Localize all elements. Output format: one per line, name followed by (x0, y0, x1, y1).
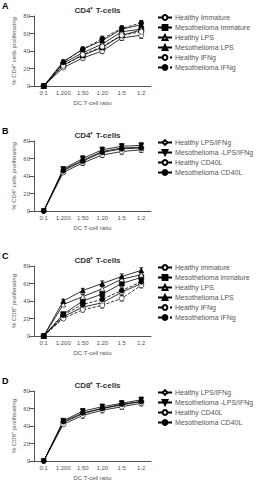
svg-text:20: 20 (23, 191, 30, 197)
svg-text:Mesothelioma -LPS/IFNg: Mesothelioma -LPS/IFNg (175, 399, 253, 407)
svg-text:60: 60 (23, 281, 30, 287)
svg-text:80: 80 (23, 138, 30, 144)
svg-text:0: 0 (27, 208, 31, 214)
svg-text:0:1: 0:1 (40, 340, 49, 346)
svg-text:80: 80 (23, 13, 30, 19)
svg-text:80: 80 (23, 263, 30, 269)
svg-text:Mesothelioma LPS: Mesothelioma LPS (175, 44, 234, 51)
svg-text:Mesothelioma -LPS/IFNg: Mesothelioma -LPS/IFNg (175, 149, 253, 157)
svg-text:Mesothelioma immature: Mesothelioma immature (175, 274, 250, 281)
svg-text:40: 40 (23, 48, 30, 54)
svg-text:Healthy CD40L: Healthy CD40L (175, 159, 223, 167)
svg-text:0: 0 (27, 83, 31, 89)
svg-text:1:200: 1:200 (56, 465, 72, 471)
svg-text:1:50: 1:50 (77, 90, 89, 96)
svg-text:D: D (2, 376, 9, 386)
svg-text:1:50: 1:50 (77, 340, 89, 346)
svg-text:% CD8⁺ proliferating: % CD8⁺ proliferating (11, 274, 17, 328)
svg-text:Healthy IFNg: Healthy IFNg (175, 304, 216, 312)
svg-text:0: 0 (27, 333, 31, 339)
svg-text:Mesothelioma CD40L: Mesothelioma CD40L (175, 419, 242, 426)
svg-text:1:5: 1:5 (118, 465, 127, 471)
svg-text:% CD4⁺ cells proliferating: % CD4⁺ cells proliferating (11, 142, 17, 210)
svg-text:1:5: 1:5 (118, 215, 127, 221)
svg-text:Healthy LPS/IFNg: Healthy LPS/IFNg (175, 139, 231, 147)
svg-text:1:200: 1:200 (56, 340, 72, 346)
svg-text:40: 40 (23, 173, 30, 179)
svg-text:CD4⁺ T-cells: CD4⁺ T-cells (74, 131, 121, 140)
svg-text:0:1: 0:1 (40, 215, 49, 221)
svg-text:A: A (2, 1, 9, 11)
svg-text:1:2: 1:2 (137, 215, 146, 221)
svg-text:1:20: 1:20 (96, 215, 108, 221)
svg-text:Healthy immature: Healthy immature (175, 264, 230, 272)
svg-text:C: C (2, 251, 9, 261)
svg-text:Mesothelioma IFNg: Mesothelioma IFNg (175, 314, 236, 322)
svg-text:DC:T-cell ratio: DC:T-cell ratio (73, 475, 112, 481)
svg-text:DC:T-cell ratio: DC:T-cell ratio (73, 350, 112, 356)
svg-text:1:2: 1:2 (137, 465, 146, 471)
svg-text:60: 60 (23, 406, 30, 412)
svg-text:Healthy LPS/IFNg: Healthy LPS/IFNg (175, 389, 231, 397)
svg-text:1:50: 1:50 (77, 215, 89, 221)
svg-text:20: 20 (23, 316, 30, 322)
svg-text:Healthy IFNg: Healthy IFNg (175, 54, 216, 62)
svg-text:CD8⁺ T-cells: CD8⁺ T-cells (74, 381, 121, 390)
svg-text:60: 60 (23, 156, 30, 162)
svg-text:Healthy Immature: Healthy Immature (175, 14, 230, 22)
svg-text:Mesothelioma LPS: Mesothelioma LPS (175, 294, 234, 301)
svg-text:1:20: 1:20 (96, 90, 108, 96)
svg-text:1:20: 1:20 (96, 465, 108, 471)
svg-text:1:5: 1:5 (118, 90, 127, 96)
svg-text:40: 40 (23, 423, 30, 429)
svg-text:1:200: 1:200 (56, 90, 72, 96)
svg-text:Healthy LPS: Healthy LPS (175, 34, 214, 42)
svg-text:CD8⁺ T-cells: CD8⁺ T-cells (74, 256, 121, 265)
svg-text:0:1: 0:1 (40, 90, 49, 96)
svg-text:DC:T-cell ratio: DC:T-cell ratio (73, 100, 112, 106)
svg-text:1:2: 1:2 (137, 90, 146, 96)
svg-text:Healthy LPS: Healthy LPS (175, 284, 214, 292)
svg-text:Mesothelioma CD40L: Mesothelioma CD40L (175, 169, 242, 176)
svg-text:60: 60 (23, 31, 30, 37)
svg-text:1:200: 1:200 (56, 215, 72, 221)
svg-text:20: 20 (23, 66, 30, 72)
svg-text:1:2: 1:2 (137, 340, 146, 346)
svg-text:0:1: 0:1 (40, 465, 49, 471)
svg-text:CD4⁺ T-cells: CD4⁺ T-cells (74, 6, 121, 15)
svg-text:Mesothelioma IFNg: Mesothelioma IFNg (175, 64, 236, 72)
svg-text:Healthy CD40L: Healthy CD40L (175, 409, 223, 417)
svg-text:DC:T-cell ratio: DC:T-cell ratio (73, 225, 112, 231)
svg-text:1:50: 1:50 (77, 465, 89, 471)
svg-text:Mesothelioma Immature: Mesothelioma Immature (175, 24, 250, 31)
svg-text:1:20: 1:20 (96, 340, 108, 346)
svg-text:40: 40 (23, 298, 30, 304)
svg-text:% CD8⁺ proliferating: % CD8⁺ proliferating (11, 399, 17, 453)
svg-text:% CD4⁺ cells proliferating: % CD4⁺ cells proliferating (11, 17, 17, 85)
svg-text:20: 20 (23, 441, 30, 447)
svg-text:B: B (2, 126, 9, 136)
svg-text:1:5: 1:5 (118, 340, 127, 346)
svg-text:0: 0 (27, 458, 31, 464)
svg-text:80: 80 (23, 388, 30, 394)
